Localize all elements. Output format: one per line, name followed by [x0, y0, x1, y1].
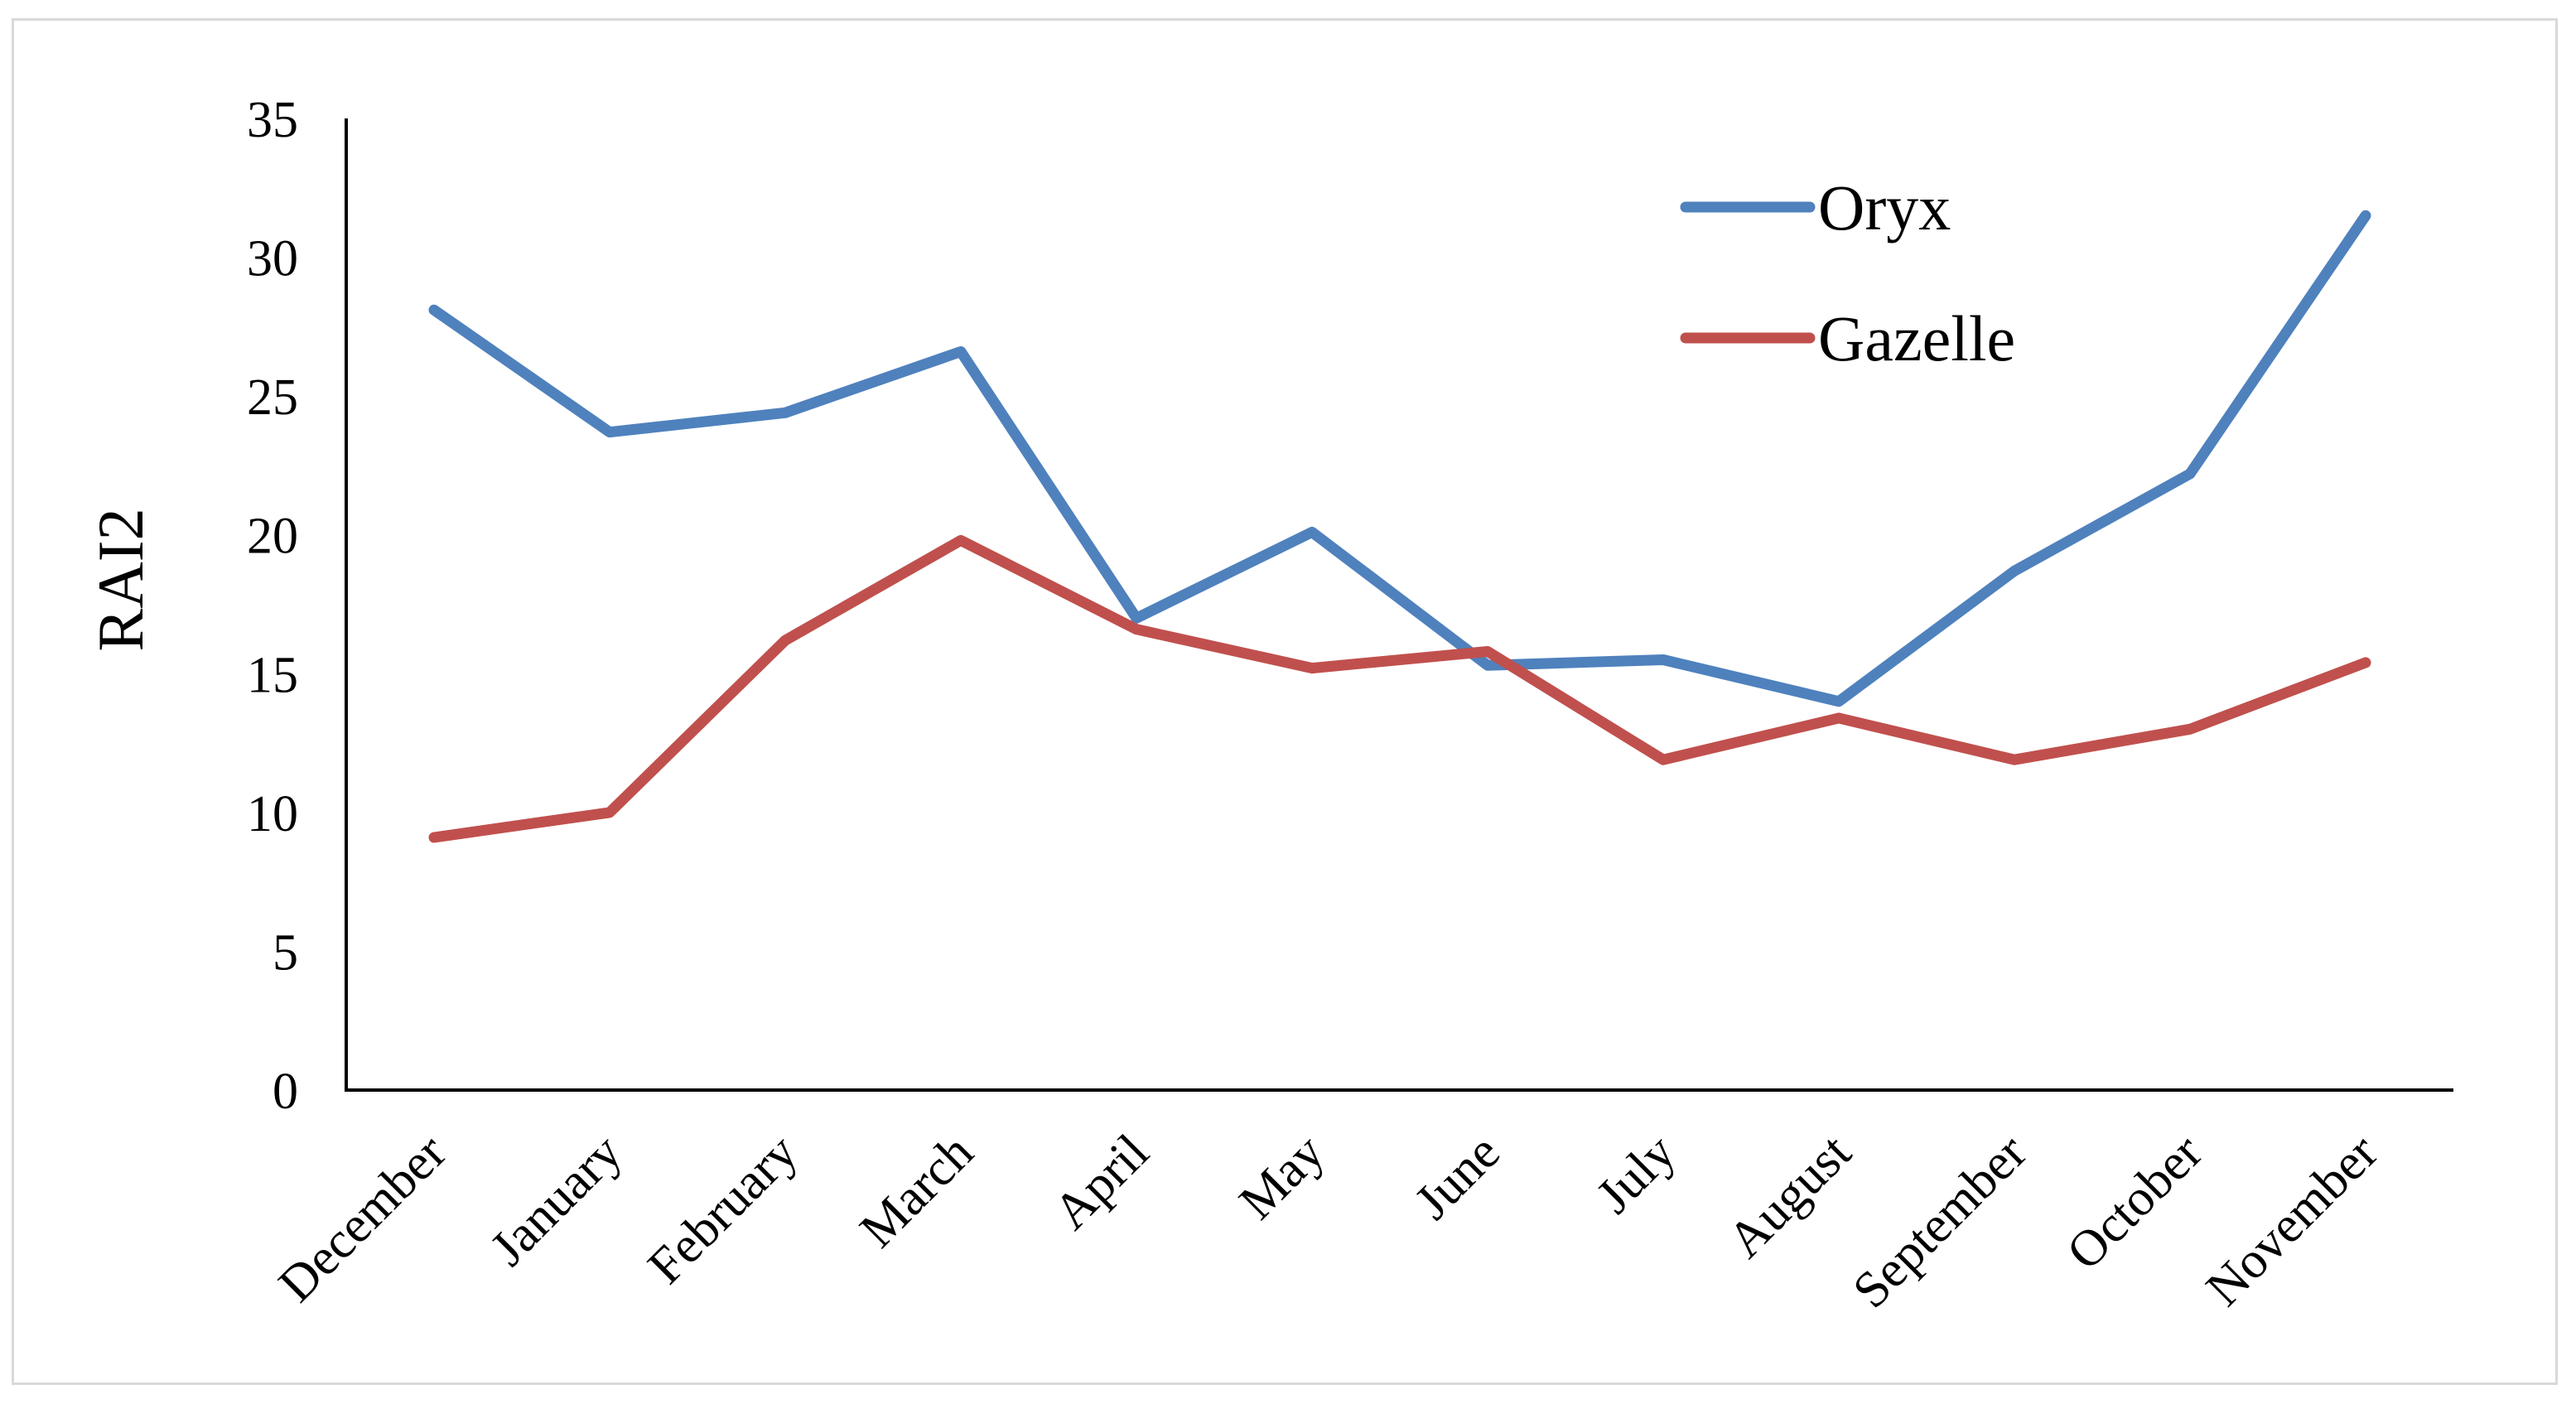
x-tick-labels: December January February March April May June…: [268, 1124, 2389, 1320]
series-lines: [428, 210, 2371, 843]
y-tick-labels: 0 5 10 15 20 25 30 35: [247, 92, 298, 1120]
x-tick-label: June: [1404, 1124, 1510, 1230]
x-tick-label: May: [1228, 1124, 1334, 1230]
x-tick-label: July: [1586, 1124, 1686, 1224]
y-tick-label: 15: [247, 647, 298, 703]
x-tick-label: April: [1043, 1124, 1160, 1241]
y-tick-label: 35: [247, 92, 298, 148]
series-line-oryx: [428, 210, 2371, 707]
x-tick-label: December: [268, 1124, 457, 1313]
y-tick-label: 0: [273, 1064, 298, 1120]
y-tick-label: 20: [247, 509, 298, 565]
x-tick-label: January: [480, 1124, 632, 1276]
x-tick-label: March: [849, 1124, 984, 1259]
series-line-gazelle: [428, 534, 2371, 843]
y-axis-label: RAI2: [84, 508, 157, 651]
y-tick-label: 25: [247, 369, 298, 426]
chart-frame: [12, 18, 2558, 1385]
y-tick-label: 30: [247, 231, 298, 287]
y-tick-label: 10: [247, 786, 298, 842]
x-tick-label: August: [1717, 1124, 1862, 1269]
legend-label-gazelle: Gazelle: [1818, 302, 2015, 374]
x-tick-label: February: [638, 1124, 808, 1295]
legend: Oryx Gazelle: [1680, 171, 2015, 374]
x-tick-label: November: [2196, 1124, 2389, 1317]
x-tick-label: October: [2057, 1124, 2214, 1281]
x-tick-label: September: [1842, 1124, 2038, 1320]
y-tick-label: 5: [273, 924, 298, 981]
legend-label-oryx: Oryx: [1818, 171, 1951, 244]
